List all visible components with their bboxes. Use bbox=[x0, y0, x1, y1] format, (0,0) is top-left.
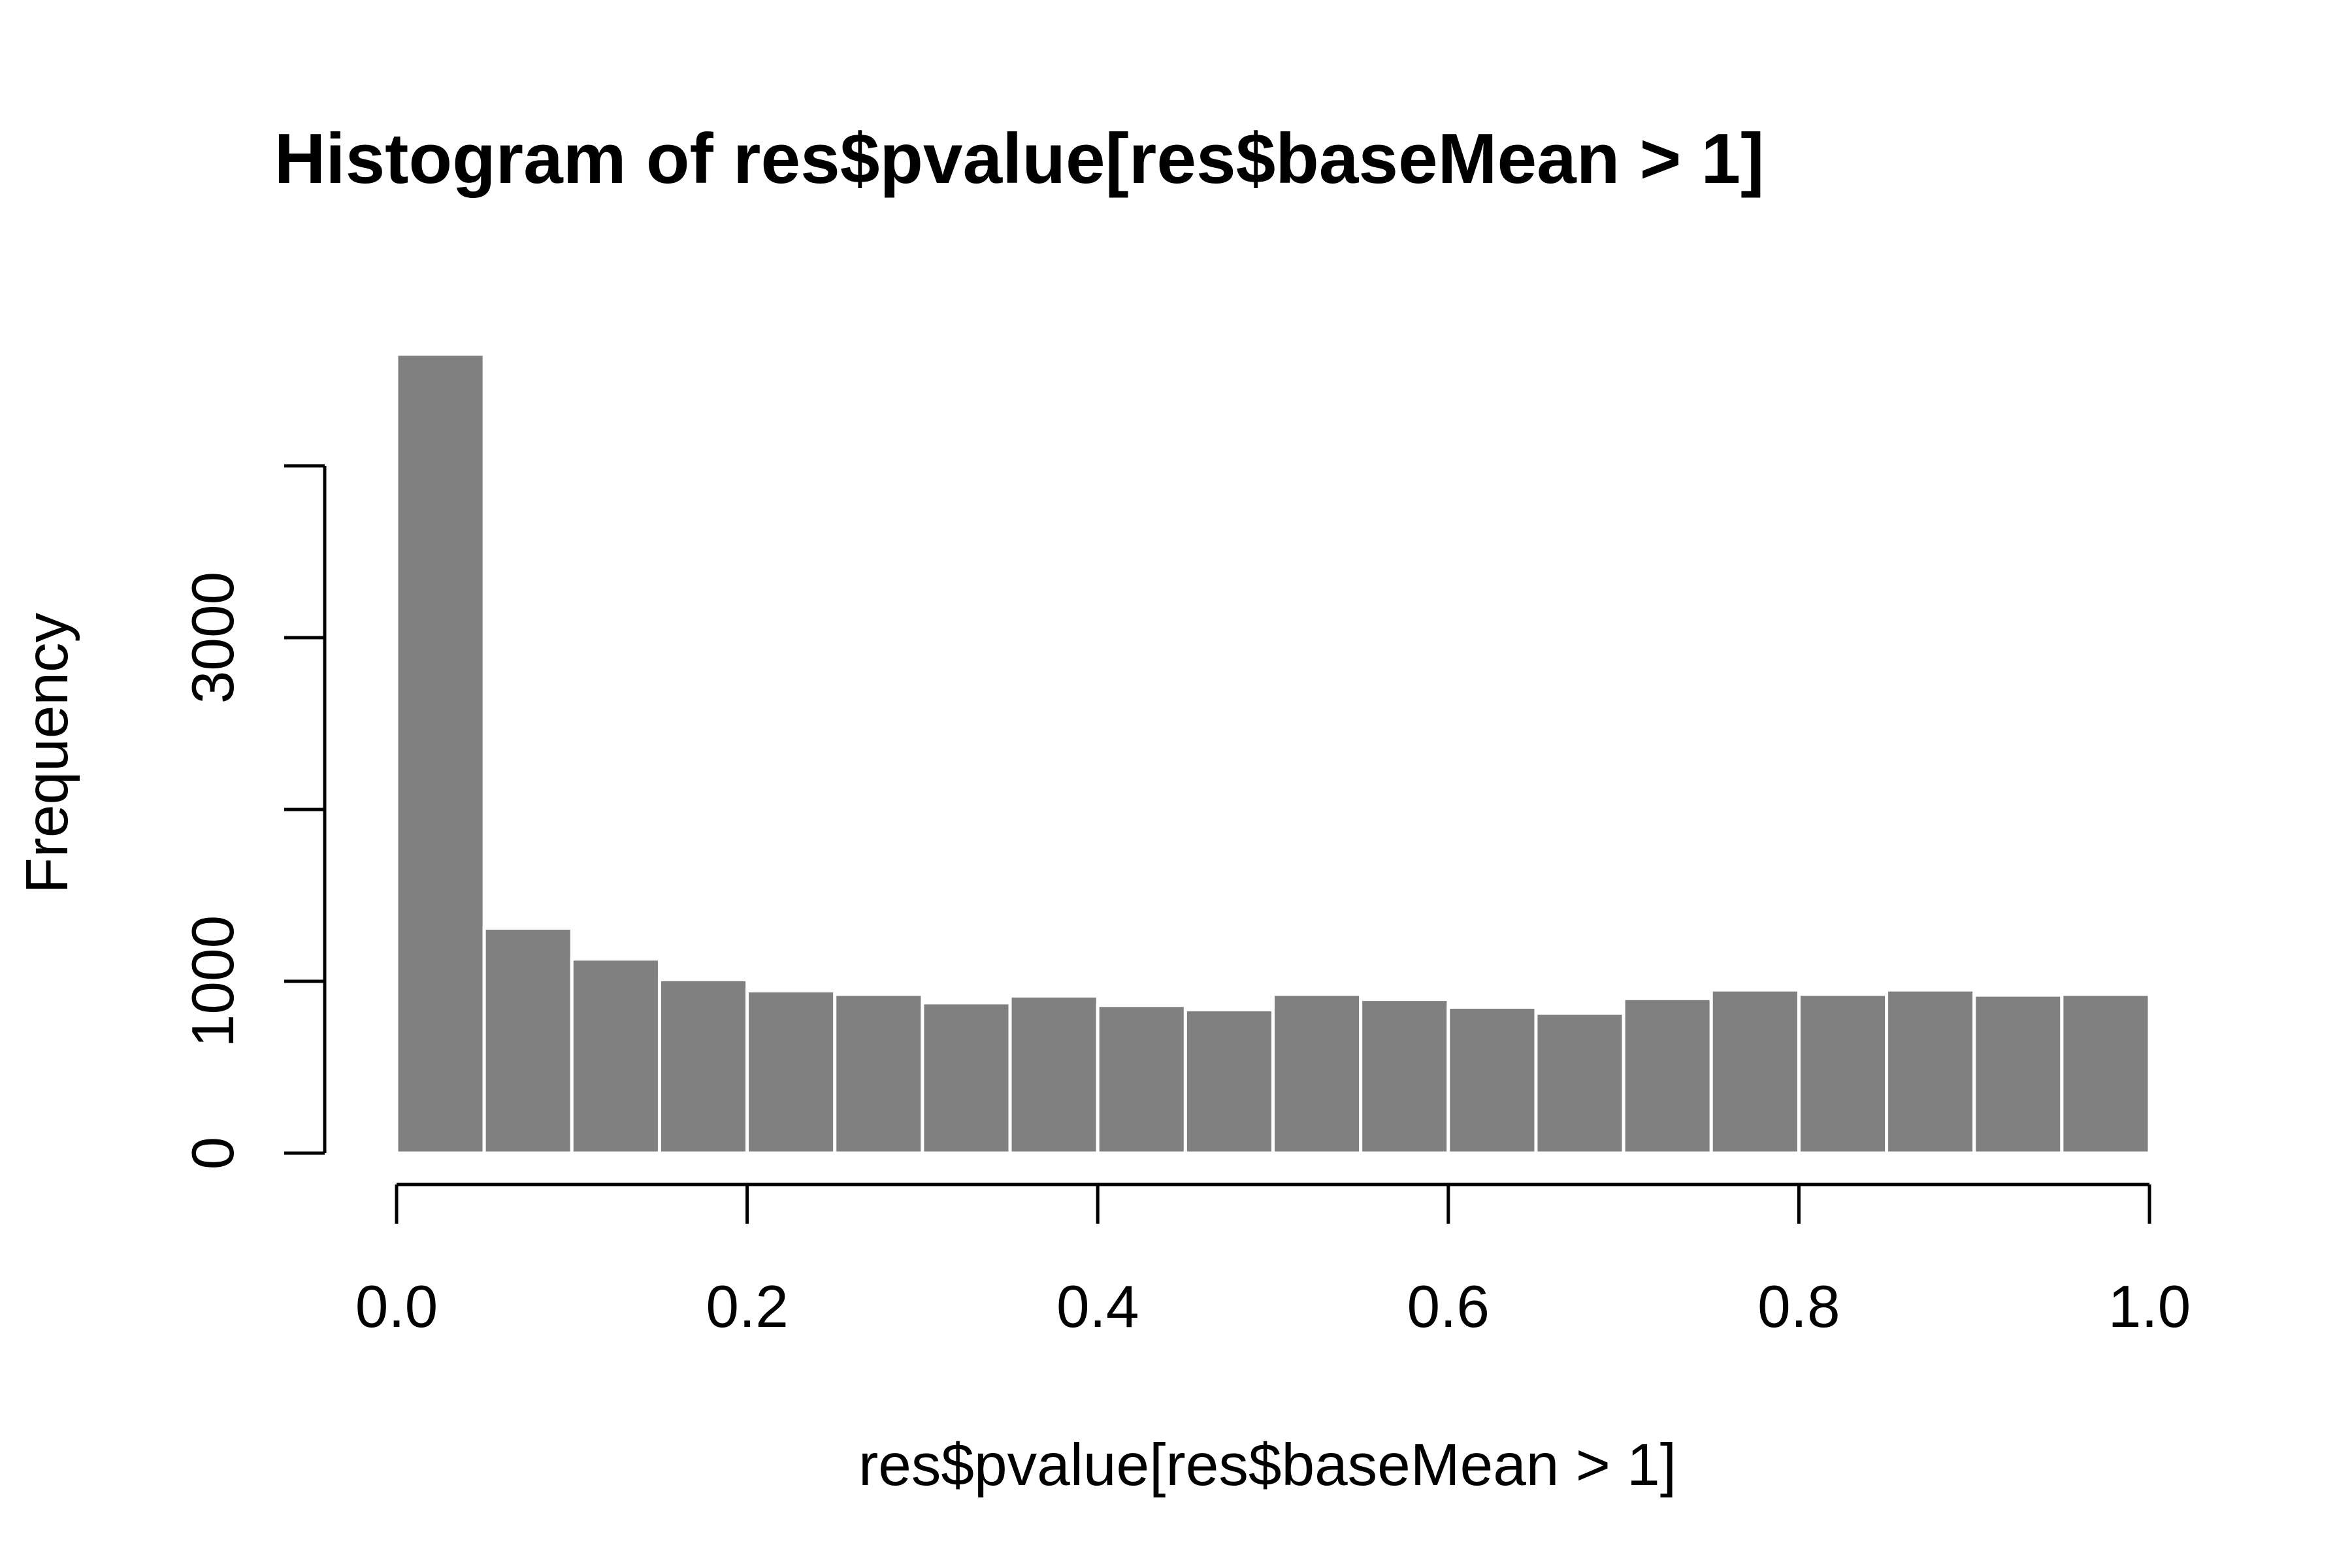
histogram-bar bbox=[1183, 1007, 1275, 1155]
histogram-bar bbox=[395, 352, 486, 1155]
histogram-bar bbox=[1446, 1005, 1538, 1155]
x-tick-label: 0.8 bbox=[1757, 1274, 1840, 1340]
chart-title: Histogram of res$pvalue[res$baseMean > 1… bbox=[274, 119, 1765, 199]
histogram-bar bbox=[1096, 1004, 1187, 1155]
x-axis-label: res$pvalue[res$baseMean > 1] bbox=[858, 1432, 1676, 1498]
x-tick-label: 1.0 bbox=[2108, 1274, 2191, 1340]
histogram-bar bbox=[1797, 992, 1889, 1155]
x-axis: 0.0 0.2 0.4 0.6 0.8 1.0 bbox=[355, 1183, 2191, 1340]
histogram-bar bbox=[1972, 993, 2064, 1155]
x-tick-label: 0.2 bbox=[706, 1274, 789, 1340]
histogram-bar bbox=[482, 926, 574, 1155]
histogram-bar bbox=[2060, 992, 2151, 1155]
y-tick-label: 0 bbox=[180, 1137, 246, 1170]
y-tick-label: 1000 bbox=[180, 915, 246, 1047]
histogram-bar bbox=[657, 977, 749, 1155]
y-tick-label: 3000 bbox=[180, 572, 246, 704]
histogram-bar bbox=[1534, 1011, 1625, 1155]
histogram-bar bbox=[1709, 988, 1801, 1155]
histogram-bar bbox=[1008, 994, 1100, 1155]
histogram-bar bbox=[1622, 996, 1713, 1155]
y-axis-label: Frequency bbox=[14, 613, 80, 894]
x-tick-label: 0.6 bbox=[1407, 1274, 1490, 1340]
histogram-bar bbox=[1359, 998, 1450, 1155]
histogram-bar bbox=[745, 988, 837, 1155]
histogram-bar bbox=[833, 992, 924, 1155]
bars bbox=[395, 352, 2151, 1155]
histogram-bar bbox=[1271, 992, 1363, 1155]
histogram-bar bbox=[921, 1001, 1012, 1155]
histogram-bar bbox=[1885, 988, 1976, 1155]
x-tick-label: 0.4 bbox=[1056, 1274, 1139, 1340]
y-axis: 0 1000 3000 bbox=[180, 464, 327, 1170]
x-tick-label: 0.0 bbox=[355, 1274, 438, 1340]
histogram-bar bbox=[570, 957, 661, 1155]
